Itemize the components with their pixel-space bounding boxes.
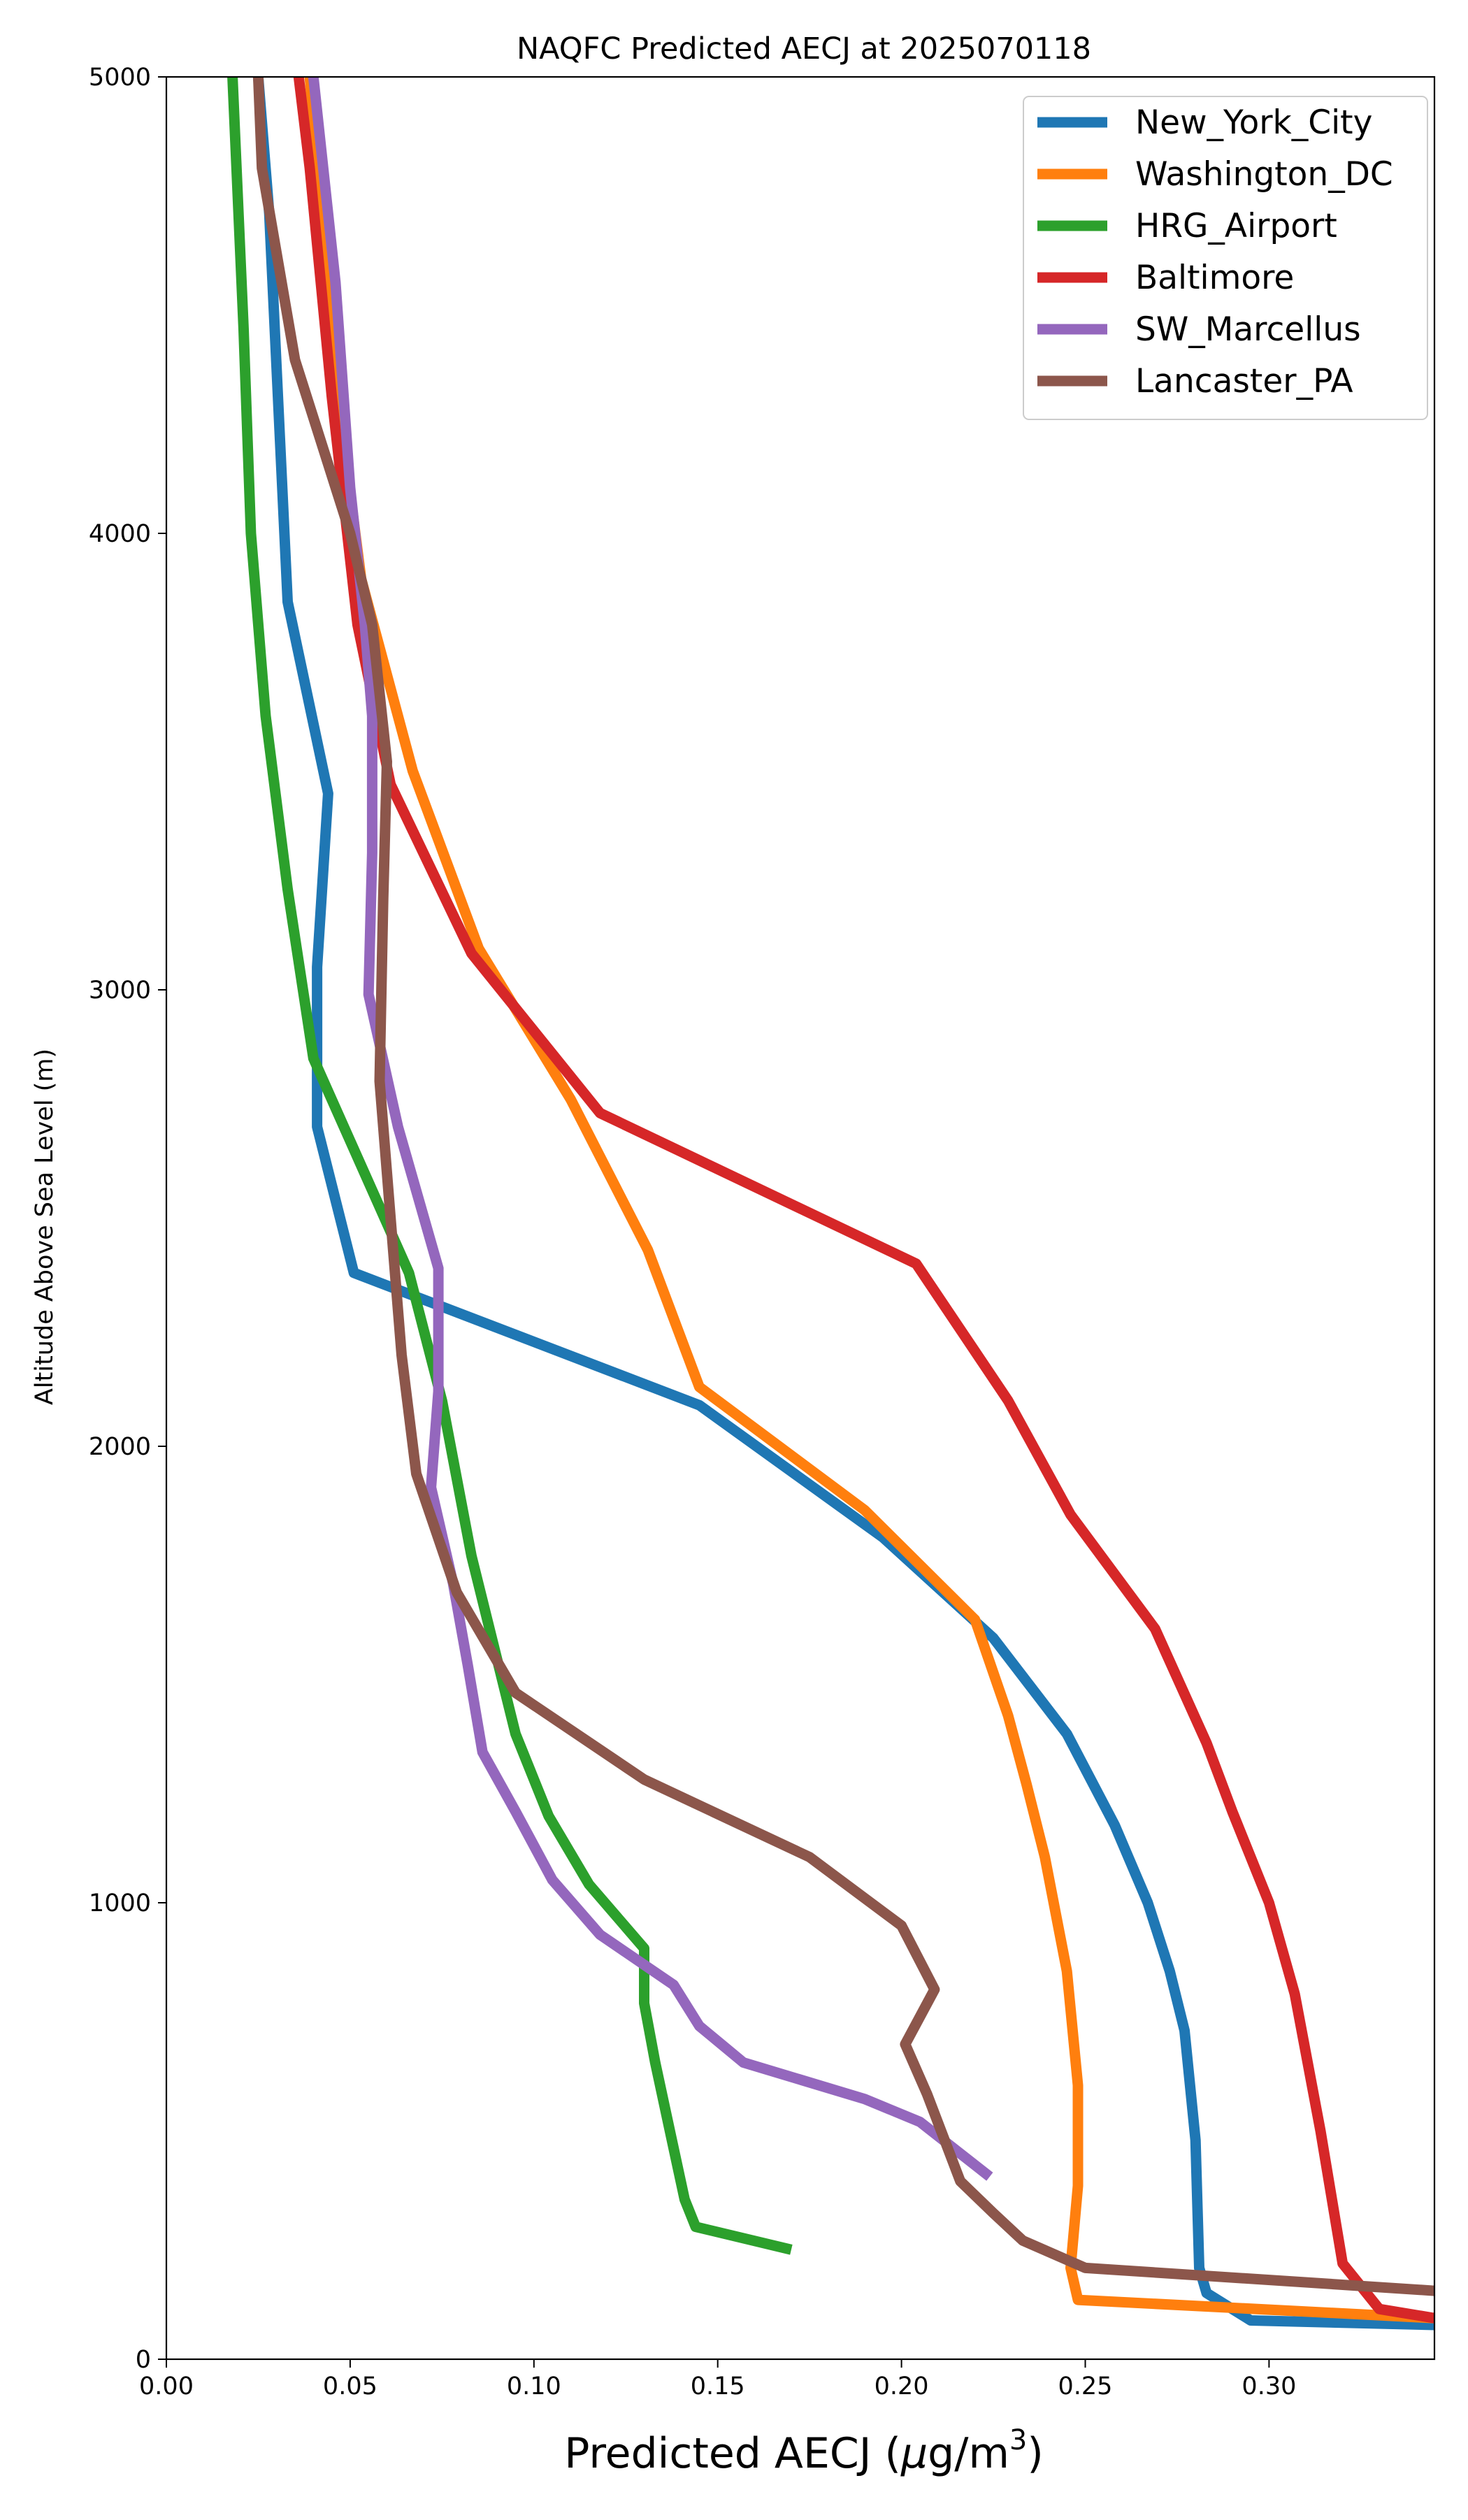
legend-label: Washington_DC bbox=[1135, 155, 1393, 194]
legend-label: Lancaster_PA bbox=[1135, 362, 1353, 401]
y-tick-label: 5000 bbox=[89, 64, 151, 92]
x-tick-label: 0.15 bbox=[691, 2373, 745, 2400]
series-layer bbox=[227, 77, 1434, 2331]
x-tick-label: 0.05 bbox=[323, 2373, 377, 2400]
legend-label: New_York_City bbox=[1135, 103, 1372, 142]
y-tick-label: 0 bbox=[136, 2346, 151, 2374]
series-line-new-york-city bbox=[252, 77, 1434, 2331]
y-tick-label: 4000 bbox=[89, 520, 151, 548]
x-tick-label: 0.10 bbox=[507, 2373, 561, 2400]
series-line-hrg-airport bbox=[227, 77, 793, 2255]
x-tick-label: 0.30 bbox=[1242, 2373, 1296, 2400]
series-line-baltimore bbox=[293, 77, 1434, 2324]
x-axis-label-unit: g/m bbox=[928, 2429, 1009, 2478]
x-tick-label: 0.00 bbox=[139, 2373, 194, 2400]
y-tick-label: 1000 bbox=[89, 1889, 151, 1917]
x-tick-label: 0.25 bbox=[1058, 2373, 1113, 2400]
series-line-washington-dc bbox=[304, 77, 1434, 2324]
chart-title: NAQFC Predicted AECJ at 2025070118 bbox=[517, 31, 1091, 66]
y-tick-label: 2000 bbox=[89, 1433, 151, 1461]
x-axis-label: Predicted AECJ (μg/m3) bbox=[564, 2424, 1044, 2478]
x-axis-ticks: 0.00 0.05 0.10 0.15 0.20 0.25 0.30 bbox=[139, 2359, 1296, 2400]
y-axis-label: Altitude Above Sea Level (m) bbox=[31, 1049, 59, 1405]
x-axis-label-main: Predicted AECJ ( bbox=[564, 2429, 901, 2478]
legend: New_York_City Washington_DC HRG_Airport Bal… bbox=[1023, 96, 1428, 420]
plot-frame bbox=[165, 75, 1436, 2361]
x-axis-label-mu: μ bbox=[900, 2429, 928, 2478]
x-axis-label-sup: 3 bbox=[1009, 2424, 1027, 2456]
legend-label: Baltimore bbox=[1135, 259, 1294, 297]
legend-items: New_York_City Washington_DC HRG_Airport Bal… bbox=[1037, 103, 1393, 401]
legend-box bbox=[1023, 96, 1428, 420]
y-tick-label: 3000 bbox=[89, 977, 151, 1005]
legend-label: HRG_Airport bbox=[1135, 207, 1337, 245]
legend-label: SW_Marcellus bbox=[1135, 310, 1361, 349]
series-line-lancaster-pa bbox=[252, 77, 1434, 2296]
x-axis-label-close: ) bbox=[1027, 2429, 1043, 2478]
x-tick-label: 0.20 bbox=[875, 2373, 929, 2400]
y-axis-ticks: 0 1000 2000 3000 4000 5000 bbox=[89, 64, 166, 2374]
